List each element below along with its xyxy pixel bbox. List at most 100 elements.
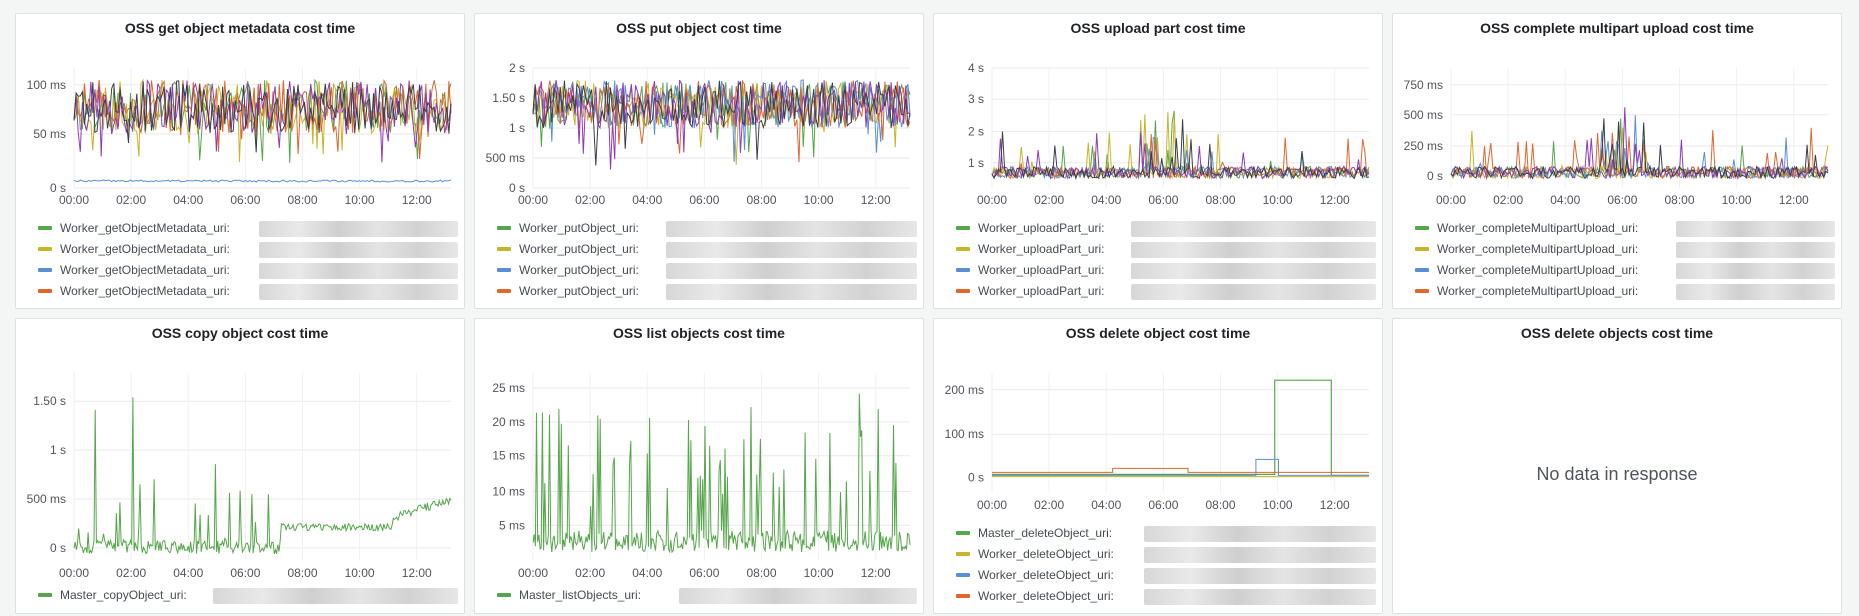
series-line <box>73 79 452 163</box>
x-tick-label: 02:00 <box>575 566 605 580</box>
legend-item[interactable]: Worker_completeMultipartUpload_uri: <box>1415 281 1841 302</box>
series-line <box>73 80 452 153</box>
series-line <box>991 133 1370 180</box>
x-tick-label: 08:00 <box>1205 193 1235 207</box>
legend-item[interactable]: Master_deleteObject_uri: <box>956 523 1382 544</box>
legend-item[interactable]: Worker_putObject_uri: <box>497 260 923 281</box>
series-group <box>532 393 911 554</box>
series-group <box>532 79 911 170</box>
redacted-area <box>213 588 458 604</box>
x-tick-label: 08:00 <box>746 193 776 207</box>
legend-label: Worker_getObjectMetadata_uri: <box>60 242 230 256</box>
y-tick-label: 0 s <box>509 181 525 195</box>
legend-item[interactable]: Worker_getObjectMetadata_uri: <box>38 260 464 281</box>
y-tick-label: 1 s <box>968 156 984 170</box>
redacted-area <box>1131 263 1376 279</box>
y-tick-label: 15 ms <box>492 449 525 463</box>
panel-put-object[interactable]: OSS put object cost time 2 s 1.50 s 1 s 500… <box>474 13 924 309</box>
legend-swatch <box>956 246 970 251</box>
x-tick-label: 00:00 <box>1436 193 1466 207</box>
legend-label: Worker_deleteObject_uri: <box>978 589 1114 603</box>
panel-title[interactable]: OSS copy object cost time <box>151 325 329 341</box>
panel-title[interactable]: OSS put object cost time <box>616 20 782 36</box>
legend-item[interactable]: Worker_putObject_uri: <box>497 239 923 260</box>
panel-delete-object[interactable]: OSS delete object cost time 200 ms 100 ms… <box>933 318 1383 614</box>
panel-delete-objects[interactable]: OSS delete objects cost time No data in … <box>1392 318 1842 614</box>
panel-copy-object[interactable]: OSS copy object cost time 1.50 s 1 s 500 m… <box>15 318 465 614</box>
y-tick-label: 10 ms <box>492 484 525 498</box>
legend-swatch <box>38 288 52 293</box>
panel-title[interactable]: OSS list objects cost time <box>613 325 785 341</box>
series-line <box>991 119 1370 180</box>
x-tick-label: 08:00 <box>287 566 317 580</box>
legend-item[interactable]: Worker_deleteObject_uri: <box>956 544 1382 565</box>
legend-item[interactable]: Master_copyObject_uri: <box>38 585 464 606</box>
legend-item[interactable]: Worker_completeMultipartUpload_uri: <box>1415 218 1841 239</box>
legend-item[interactable]: Worker_uploadPart_uri: <box>956 260 1382 281</box>
legend-swatch <box>497 288 511 293</box>
legend-item[interactable]: Master_listObjects_uri: <box>497 585 923 606</box>
legend-swatch <box>497 246 511 251</box>
x-tick-label: 02:00 <box>1034 193 1064 207</box>
x-tick-label: 00:00 <box>977 498 1007 512</box>
legend-label: Worker_uploadPart_uri: <box>978 242 1105 256</box>
x-tick-label: 08:00 <box>1205 498 1235 512</box>
legend-item[interactable]: Worker_putObject_uri: <box>497 218 923 239</box>
series-group <box>73 78 452 183</box>
y-tick-label: 2 s <box>968 125 984 139</box>
time-series-chart[interactable]: 25 ms 20 ms 15 ms 10 ms 5 ms 00:00 02:00 04:00 0… <box>475 343 924 613</box>
panel-list-objects[interactable]: OSS list objects cost time 25 ms 20 ms 15 … <box>474 318 924 614</box>
panel-get-object-metadata[interactable]: OSS get object metadata cost time 100 ms… <box>15 13 465 309</box>
y-tick-label: 500 ms <box>486 151 525 165</box>
x-tick-label: 06:00 <box>689 193 719 207</box>
x-tick-label: 06:00 <box>1148 193 1178 207</box>
time-series-chart[interactable]: 200 ms 100 ms 0 s 00:00 02:00 04:00 06:00 08:00… <box>934 343 1383 543</box>
legend-item[interactable]: Worker_uploadPart_uri: <box>956 218 1382 239</box>
panel-title[interactable]: OSS complete multipart upload cost time <box>1480 20 1754 36</box>
legend-item[interactable]: Worker_uploadPart_uri: <box>956 281 1382 302</box>
y-tick-label: 500 ms <box>27 492 66 506</box>
y-tick-label: 25 ms <box>492 381 525 395</box>
panel-title[interactable]: OSS upload part cost time <box>1070 20 1246 36</box>
time-series-chart[interactable]: 1.50 s 1 s 500 ms 0 s 00:00 02:00 04:00 06:00 08… <box>16 343 465 613</box>
series-line <box>992 379 1369 476</box>
time-series-chart[interactable]: 100 ms 50 ms 0 s00:00 02:00 04:00 06:00 08:00 1… <box>16 38 465 238</box>
panel-upload-part[interactable]: OSS upload part cost time 4 s 3 s 2 s 1 s 00… <box>933 13 1383 309</box>
x-tick-label: 04:00 <box>173 193 203 207</box>
panel-complete-multipart-upload[interactable]: OSS complete multipart upload cost time … <box>1392 13 1842 309</box>
y-tick-label: 0 s <box>1427 169 1443 183</box>
panel-title[interactable]: OSS get object metadata cost time <box>124 20 356 36</box>
series-line <box>1450 118 1829 180</box>
redacted-area <box>665 242 917 258</box>
redacted-area <box>1131 221 1376 237</box>
time-series-chart[interactable]: 4 s 3 s 2 s 1 s 00:00 02:00 04:00 06:00 08:00 10:… <box>934 38 1383 238</box>
series-group <box>992 379 1369 477</box>
legend-item[interactable]: Worker_completeMultipartUpload_uri: <box>1415 260 1841 281</box>
x-tick-label: 00:00 <box>59 193 89 207</box>
legend-item[interactable]: Worker_completeMultipartUpload_uri: <box>1415 239 1841 260</box>
legend-label: Worker_putObject_uri: <box>519 284 639 298</box>
x-tick-label: 10:00 <box>1722 193 1752 207</box>
time-series-chart[interactable]: 750 ms 500 ms 250 ms 0 s 00:00 02:00 04:00 06:0… <box>1393 38 1842 238</box>
legend-item[interactable]: Worker_deleteObject_uri: <box>956 586 1382 607</box>
x-tick-label: 10:00 <box>1263 498 1293 512</box>
panel-title[interactable]: OSS delete object cost time <box>1065 325 1251 341</box>
panel-title[interactable]: OSS delete objects cost time <box>1520 325 1714 341</box>
redacted-area <box>1144 526 1376 542</box>
legend-item[interactable]: Worker_getObjectMetadata_uri: <box>38 239 464 260</box>
legend-item[interactable]: Worker_getObjectMetadata_uri: <box>38 218 464 239</box>
x-tick-label: 04:00 <box>1091 193 1121 207</box>
y-tick-label: 1 s <box>50 443 66 457</box>
legend-item[interactable]: Worker_getObjectMetadata_uri: <box>38 281 464 302</box>
time-series-chart[interactable]: 2 s 1.50 s 1 s 500 ms 0 s00:00 02:00 04:00 06:0… <box>475 38 924 238</box>
legend-swatch <box>497 225 511 230</box>
legend-item[interactable]: Worker_uploadPart_uri: <box>956 239 1382 260</box>
legend-swatch <box>956 288 970 293</box>
legend-swatch <box>1415 288 1429 293</box>
legend-item[interactable]: Worker_deleteObject_uri: <box>956 565 1382 586</box>
x-tick-label: 12:00 <box>1320 193 1350 207</box>
legend-item[interactable]: Worker_putObject_uri: <box>497 281 923 302</box>
legend-label: Master_copyObject_uri: <box>60 588 187 602</box>
y-tick-label: 1.50 s <box>33 394 66 408</box>
